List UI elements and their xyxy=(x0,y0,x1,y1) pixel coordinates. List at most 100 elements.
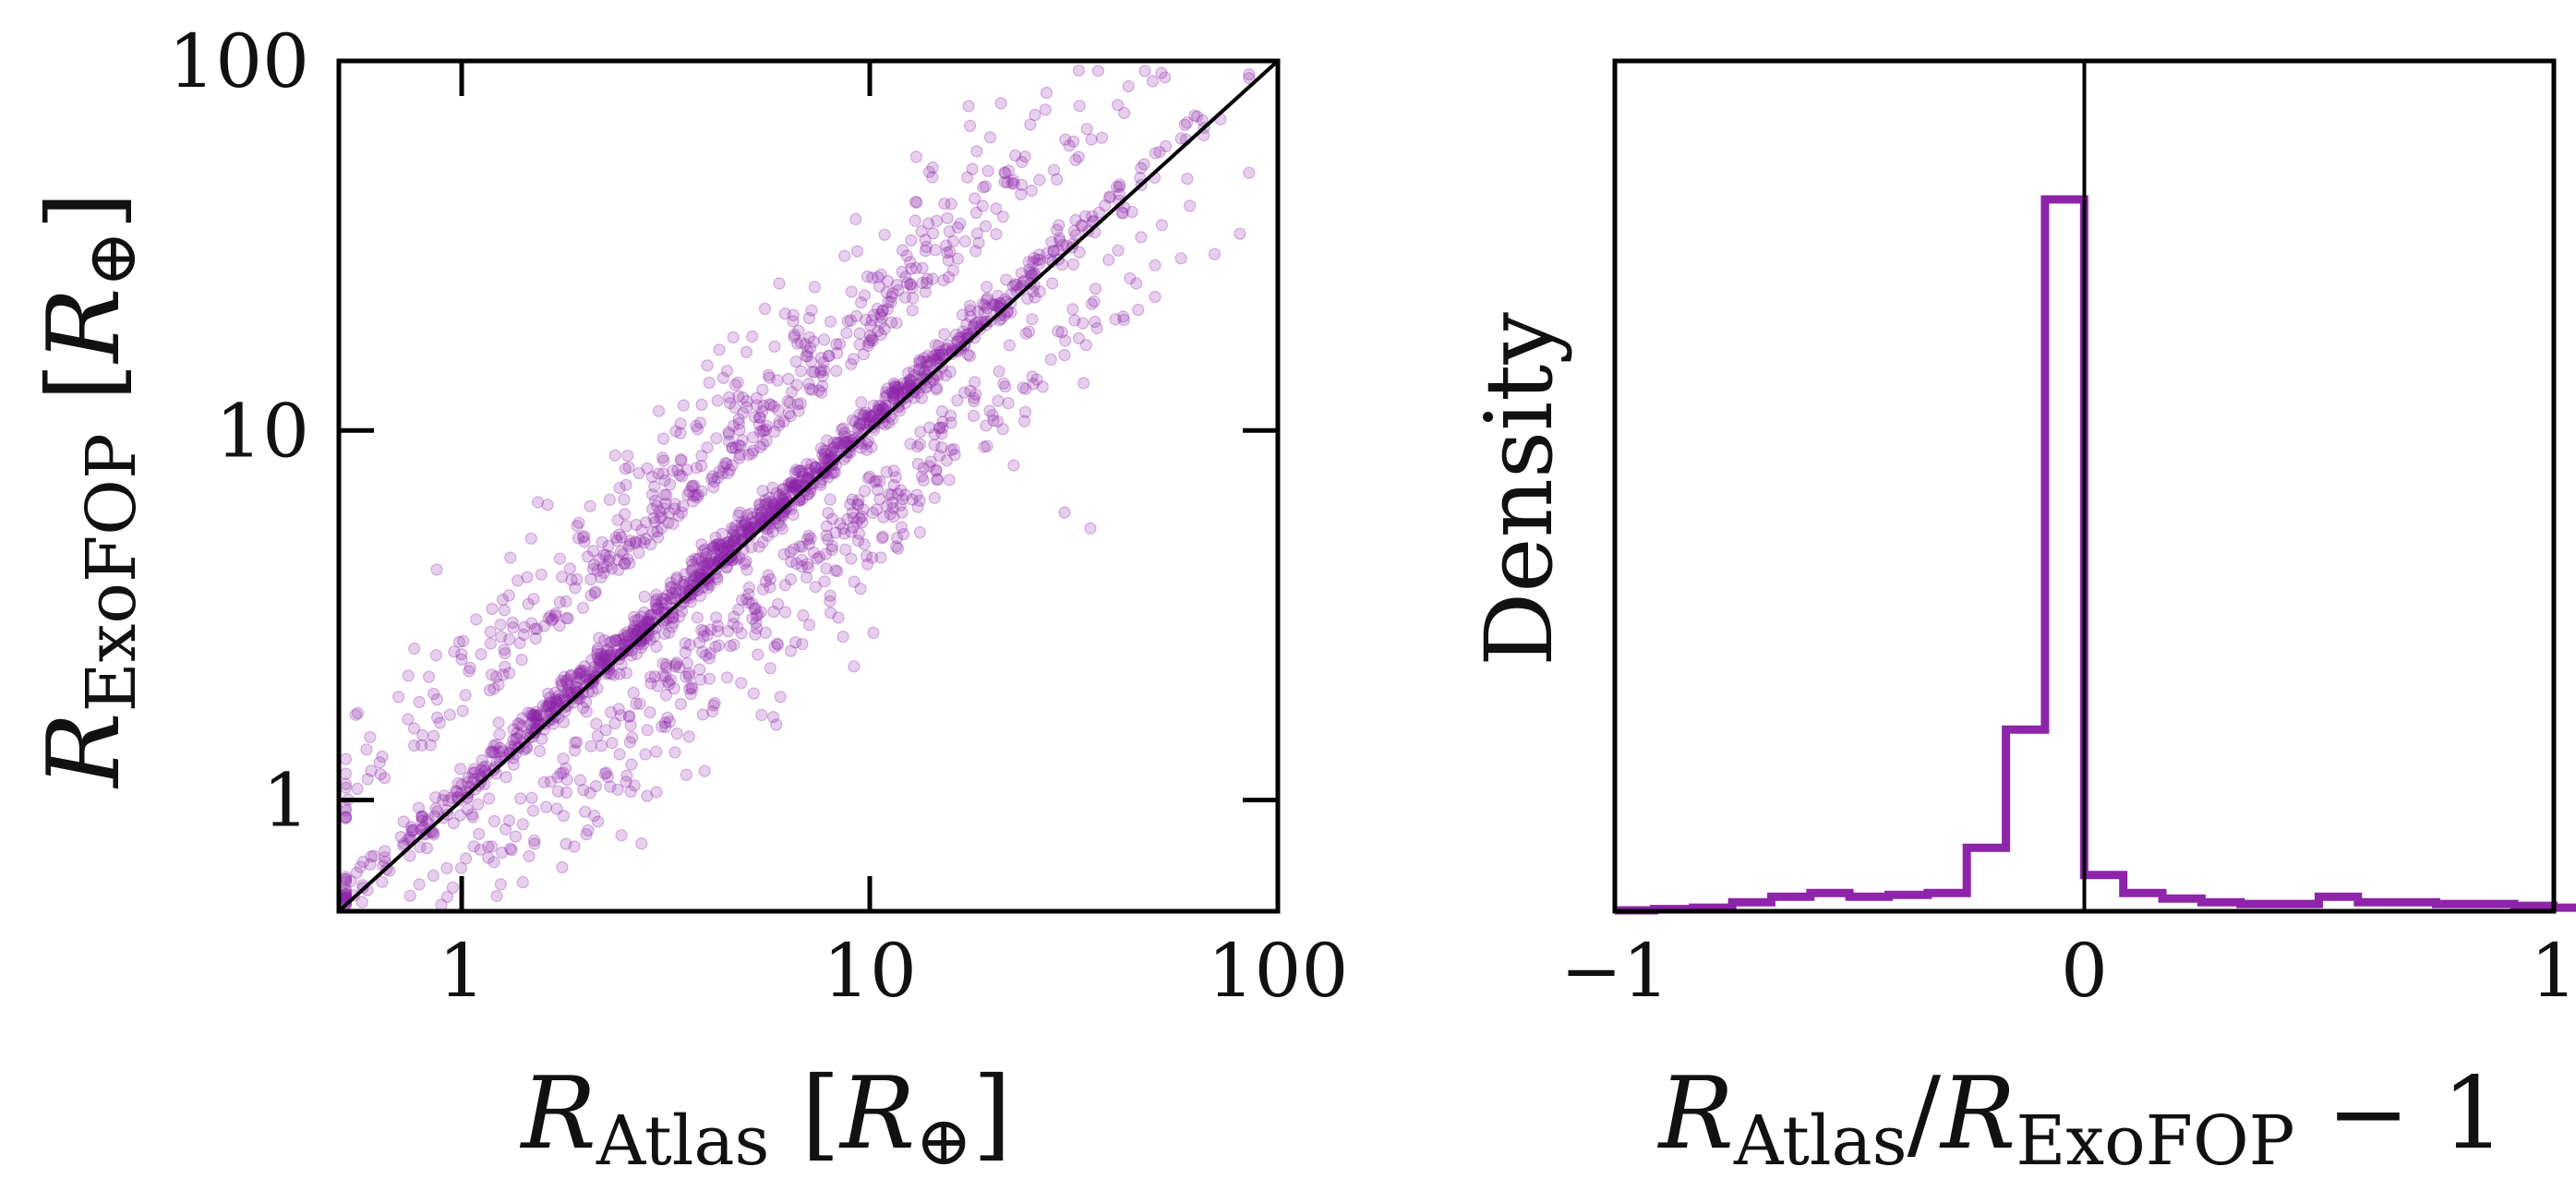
scatter-point xyxy=(778,489,792,502)
scatter-point xyxy=(794,475,807,487)
scatter-point xyxy=(951,252,965,265)
scatter-point xyxy=(402,713,415,726)
scatter-point xyxy=(988,299,1001,312)
scatter-point xyxy=(650,593,663,607)
scatter-point xyxy=(753,440,767,453)
scatter-point xyxy=(822,471,835,484)
scatter-point xyxy=(711,471,725,485)
scatter-point xyxy=(909,261,922,274)
scatter-point xyxy=(691,423,704,436)
scatter-point xyxy=(664,581,677,594)
scatter-point xyxy=(728,535,740,548)
scatter-point xyxy=(873,399,885,413)
scatter-point xyxy=(752,540,765,553)
scatter-point xyxy=(556,860,569,874)
scatter-point xyxy=(839,436,852,449)
scatter-point xyxy=(648,630,661,643)
histogram-plot-frame xyxy=(1612,58,2557,914)
scatter-point xyxy=(551,785,565,798)
scatter-point xyxy=(354,860,367,873)
scatter-ylabel-sub: ExoFOP xyxy=(72,433,151,712)
scatter-point xyxy=(969,317,982,330)
scatter-point xyxy=(597,548,610,561)
scatter-point xyxy=(467,840,480,853)
scatter-point xyxy=(790,379,803,391)
scatter-point xyxy=(871,483,885,497)
scatter-point xyxy=(1007,459,1020,472)
scatter-point xyxy=(499,823,512,836)
scatter-point xyxy=(573,672,587,685)
scatter-point xyxy=(753,511,766,524)
scatter-point xyxy=(785,476,798,489)
scatter-point xyxy=(727,528,740,542)
scatter-point xyxy=(628,620,641,633)
scatter-point xyxy=(727,419,740,432)
scatter-point xyxy=(767,605,780,619)
scatter-point xyxy=(560,595,572,608)
scatter-point xyxy=(704,552,717,565)
scatter-point xyxy=(992,289,1005,302)
scatter-point xyxy=(998,175,1011,188)
scatter-point xyxy=(764,495,777,509)
scatter-point xyxy=(736,520,749,533)
scatter-point xyxy=(913,363,926,376)
scatter-point xyxy=(999,380,1012,393)
scatter-point xyxy=(875,311,888,324)
scatter-point xyxy=(516,712,529,725)
scatter-point xyxy=(845,525,858,538)
scatter-point xyxy=(933,422,946,435)
scatter-point xyxy=(717,542,730,555)
scatter-point xyxy=(921,349,934,362)
scatter-point xyxy=(602,539,615,552)
scatter-point xyxy=(628,610,641,623)
scatter-point xyxy=(890,279,903,292)
scatter-point xyxy=(784,410,797,423)
scatter-point xyxy=(824,607,837,620)
scatter-point xyxy=(433,716,446,729)
scatter-point xyxy=(806,366,819,379)
scatter-point xyxy=(1159,71,1172,84)
scatter-point xyxy=(799,338,812,351)
scatter-point xyxy=(651,525,664,538)
scatter-point xyxy=(1174,252,1187,265)
scatter-point xyxy=(1026,268,1040,281)
scatter-point xyxy=(603,493,617,506)
scatter-point xyxy=(621,553,634,566)
scatter-xlabel-bracket-close: ] xyxy=(972,1056,1011,1172)
scatter-point xyxy=(915,391,929,404)
scatter-point xyxy=(679,568,692,581)
scatter-point xyxy=(940,342,954,355)
scatter-point xyxy=(848,660,861,673)
scatter-point xyxy=(1113,187,1126,201)
scatter-point xyxy=(532,715,545,728)
scatter-point xyxy=(667,464,680,477)
scatter-point xyxy=(822,349,836,362)
scatter-point xyxy=(773,489,787,502)
scatter-point xyxy=(793,464,807,477)
scatter-point xyxy=(675,506,689,519)
scatter-point xyxy=(1116,310,1130,323)
scatter-point xyxy=(1146,75,1160,88)
scatter-point xyxy=(1091,65,1105,78)
scatter-point xyxy=(928,439,941,451)
scatter-point xyxy=(1045,235,1058,248)
scatter-point xyxy=(951,335,965,348)
scatter-point xyxy=(572,516,585,529)
scatter-point xyxy=(778,579,792,592)
scatter-point xyxy=(620,769,633,782)
scatter-point xyxy=(822,506,835,520)
scatter-point xyxy=(837,429,850,442)
scatter-point xyxy=(930,463,943,476)
scatter-point xyxy=(647,511,660,524)
scatter-point xyxy=(618,638,631,651)
scatter-point xyxy=(477,761,490,774)
scatter-point xyxy=(398,836,411,850)
scatter-point xyxy=(1029,108,1041,122)
scatter-point xyxy=(599,724,612,737)
scatter-point xyxy=(571,519,584,533)
scatter-point xyxy=(883,487,896,501)
scatter-point xyxy=(934,345,947,358)
scatter-point xyxy=(994,97,1007,110)
scatter-point xyxy=(756,535,769,548)
scatter-point xyxy=(1052,325,1065,338)
